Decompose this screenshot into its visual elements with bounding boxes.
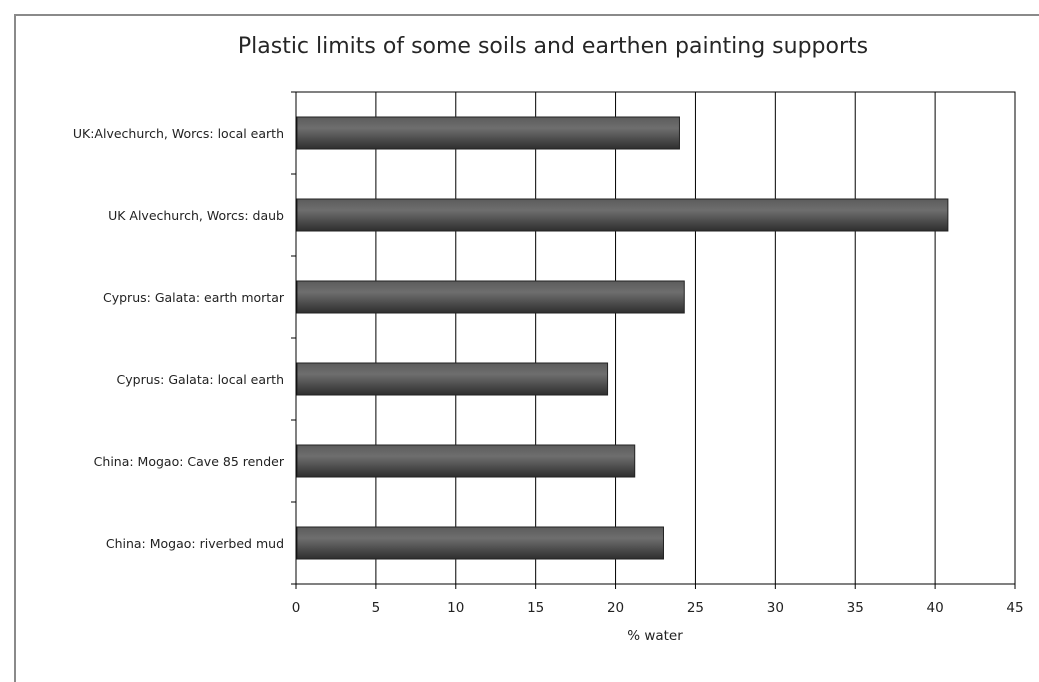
x-tick-label: 25 — [687, 600, 704, 616]
category-label: Cyprus: Galata: earth mortar — [103, 290, 285, 305]
x-tick-label: 40 — [927, 600, 944, 616]
category-label: China: Mogao: Cave 85 render — [94, 454, 285, 469]
bar — [296, 198, 949, 232]
x-tick-label: 10 — [447, 600, 464, 616]
plot-border — [295, 91, 1016, 585]
x-tick-label: 45 — [1006, 600, 1023, 616]
x-tick-label: 30 — [767, 600, 784, 616]
plot-area: 0 5 10 15 20 25 30 35 40 45 UK:Alvechurch, Worcs: … — [73, 91, 1024, 616]
category-label: UK Alvechurch, Worcs: daub — [108, 208, 284, 223]
bar — [296, 362, 609, 396]
x-axis-title: % water — [627, 628, 683, 644]
category-label: China: Mogao: riverbed mud — [106, 536, 284, 551]
x-tick-label: 35 — [847, 600, 864, 616]
x-tick-label: 20 — [607, 600, 624, 616]
bar — [296, 444, 636, 478]
bar — [296, 116, 680, 150]
x-tick-label: 0 — [292, 600, 301, 616]
chart-title: Plastic limits of some soils and earthen… — [238, 34, 868, 59]
chart-frame — [14, 14, 1039, 682]
bar — [296, 280, 685, 314]
category-label: UK:Alvechurch, Worcs: local earth — [73, 126, 284, 141]
x-tick-label: 15 — [527, 600, 544, 616]
bar — [296, 526, 664, 560]
category-label: Cyprus: Galata: local earth — [117, 372, 284, 387]
x-tick-label: 5 — [372, 600, 381, 616]
